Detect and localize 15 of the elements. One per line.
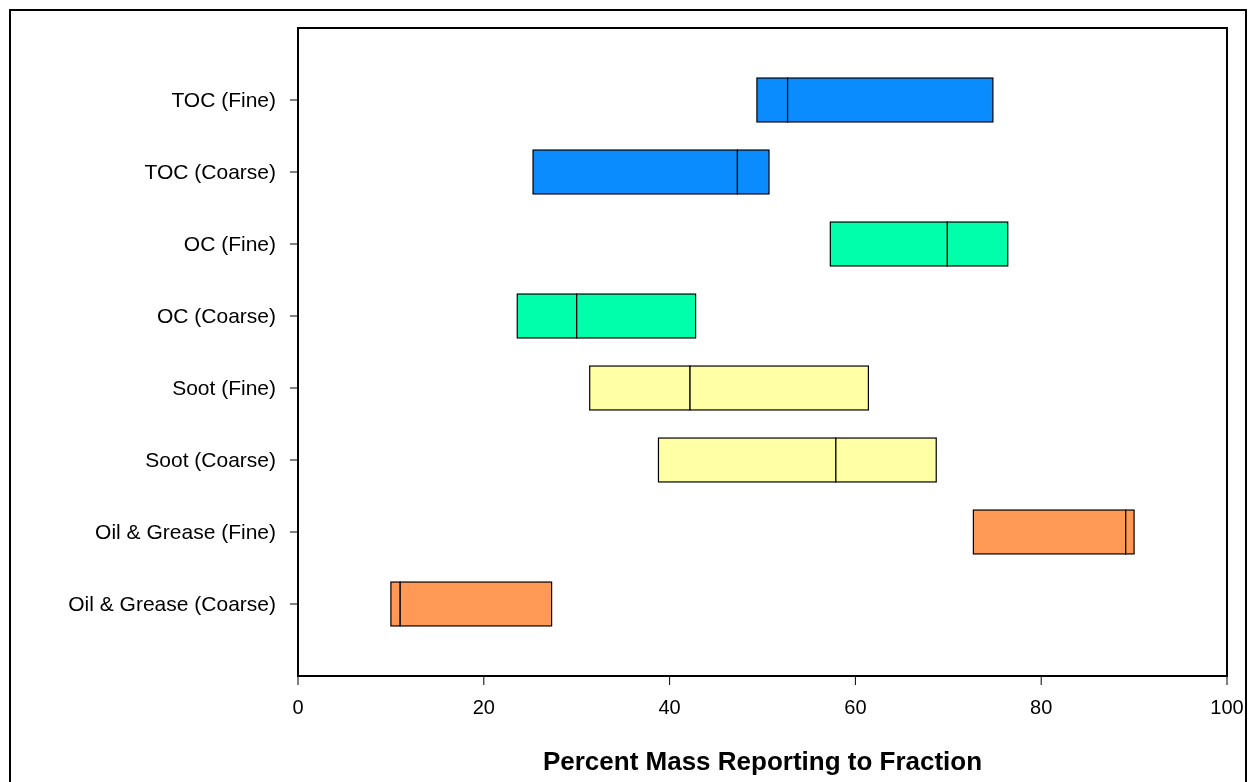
x-tick-label: 40 — [658, 696, 681, 718]
x-tick-label: 20 — [472, 696, 495, 718]
x-tick-label: 80 — [1030, 696, 1053, 718]
y-tick-label: TOC (Fine) — [171, 88, 276, 112]
x-tick-label: 60 — [844, 696, 867, 718]
x-tick-label: 0 — [292, 696, 304, 718]
y-tick-label: Oil & Grease (Fine) — [95, 520, 276, 544]
y-tick-label: OC (Coarse) — [156, 304, 276, 328]
y-tick-label: OC (Fine) — [183, 232, 276, 256]
x-tick-label: 100 — [1210, 696, 1244, 718]
y-tick-label: TOC (Coarse) — [144, 160, 276, 184]
y-tick-label: Soot (Coarse) — [145, 448, 276, 472]
y-tick-label: Oil & Grease (Coarse) — [68, 592, 276, 616]
y-tick-label: Soot (Fine) — [172, 376, 276, 400]
x-axis-title: Percent Mass Reporting to Fraction — [542, 746, 983, 776]
